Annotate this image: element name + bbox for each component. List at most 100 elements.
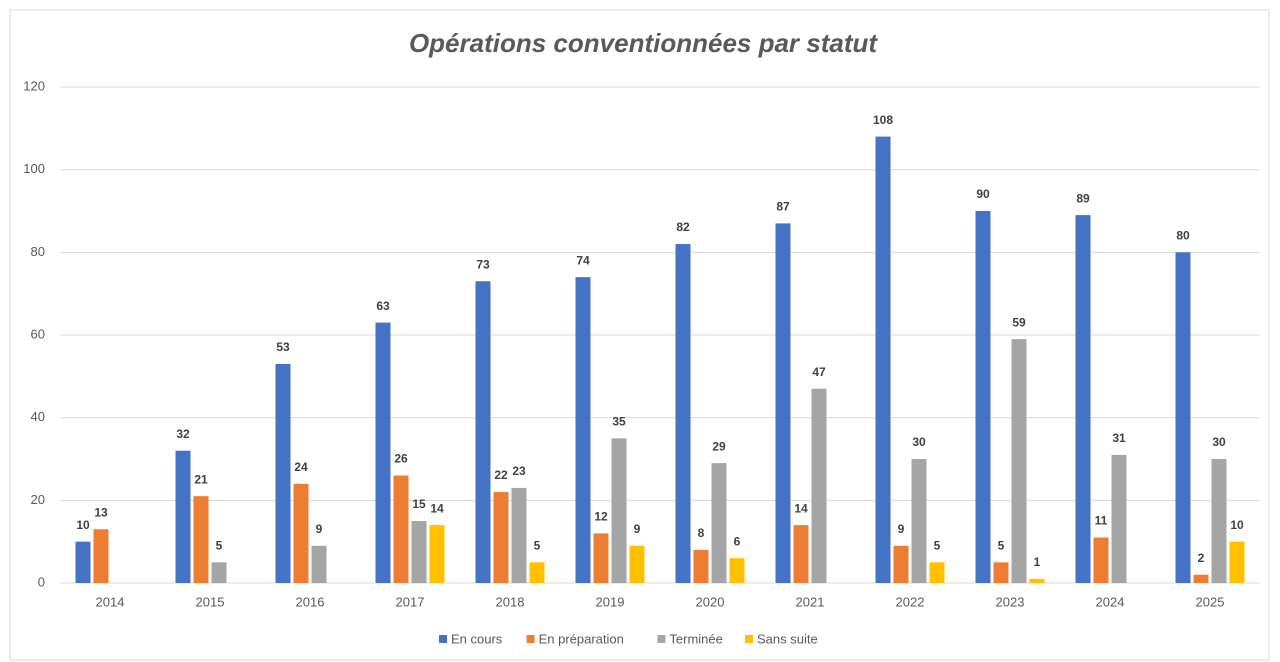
bar — [693, 549, 709, 583]
data-label: 26 — [394, 452, 408, 466]
data-label: 5 — [534, 539, 541, 553]
x-tick-label: 2024 — [1096, 594, 1125, 609]
legend-label: Sans suite — [757, 631, 818, 646]
bar — [175, 450, 191, 583]
bar — [593, 533, 609, 583]
x-tick-label: 2015 — [196, 594, 225, 609]
y-tick-label: 60 — [31, 326, 45, 341]
y-tick-label: 80 — [31, 244, 45, 259]
data-label: 23 — [512, 464, 526, 478]
data-label: 8 — [698, 526, 705, 540]
data-label: 5 — [934, 539, 941, 553]
bar — [1093, 537, 1109, 583]
bar — [875, 136, 891, 583]
data-label: 12 — [594, 510, 608, 524]
data-label: 47 — [812, 365, 826, 379]
data-label: 32 — [176, 427, 190, 441]
legend-swatch — [526, 635, 535, 643]
data-label: 15 — [412, 497, 426, 511]
bar — [475, 281, 491, 583]
bar — [375, 322, 391, 583]
bar — [493, 492, 509, 583]
data-label: 80 — [1176, 229, 1190, 243]
bar — [93, 529, 109, 583]
x-tick-label: 2025 — [1196, 594, 1225, 609]
bar — [1111, 454, 1127, 583]
y-tick-label: 0 — [38, 574, 45, 589]
data-label: 11 — [1095, 514, 1108, 528]
data-label: 14 — [430, 501, 444, 515]
data-label: 82 — [676, 220, 690, 234]
bar — [811, 388, 827, 583]
data-label: 108 — [873, 113, 893, 127]
data-label: 30 — [912, 435, 926, 449]
x-tick-label: 2018 — [496, 594, 525, 609]
data-label: 22 — [494, 468, 508, 482]
legend-label: En préparation — [539, 631, 624, 646]
bar — [893, 545, 909, 583]
y-tick-label: 120 — [23, 78, 45, 93]
data-label: 10 — [76, 518, 90, 532]
data-label: 5 — [998, 539, 1005, 553]
legend-label: Terminée — [669, 631, 722, 646]
data-label: 90 — [976, 187, 990, 201]
bar — [193, 496, 209, 583]
x-tick-label: 2019 — [596, 594, 625, 609]
bar — [1175, 252, 1191, 584]
x-tick-label: 2023 — [996, 594, 1025, 609]
data-label: 63 — [376, 299, 390, 313]
bar — [1229, 541, 1245, 583]
bar — [793, 525, 809, 583]
data-label: 59 — [1012, 315, 1026, 329]
bar — [911, 459, 927, 583]
x-tick-label: 2016 — [296, 594, 325, 609]
bar — [211, 562, 227, 583]
bar — [275, 363, 291, 583]
bar — [1211, 459, 1227, 583]
legend-swatch — [745, 635, 753, 643]
bar — [311, 545, 327, 583]
bar — [529, 562, 545, 583]
chart-title: Opérations conventionnées par statut — [409, 28, 878, 58]
legend-label: En cours — [451, 631, 503, 646]
data-label: 74 — [576, 253, 590, 267]
legend-swatch — [657, 635, 666, 643]
data-label: 89 — [1076, 191, 1090, 205]
bar — [775, 223, 791, 583]
x-tick-label: 2021 — [796, 594, 825, 609]
y-tick-label: 40 — [31, 409, 45, 424]
data-label: 31 — [1112, 431, 1126, 445]
data-label: 9 — [634, 522, 641, 536]
bar — [611, 438, 627, 583]
bar — [675, 244, 691, 584]
y-tick-label: 100 — [23, 161, 45, 176]
bar — [429, 525, 445, 583]
bar — [511, 487, 527, 583]
data-label: 73 — [476, 257, 490, 271]
data-label: 1 — [1034, 555, 1041, 569]
bar — [575, 277, 591, 583]
data-label: 10 — [1230, 518, 1244, 532]
legend-swatch — [439, 635, 447, 643]
bar — [629, 545, 645, 583]
x-tick-label: 2014 — [96, 594, 125, 609]
bar — [929, 562, 945, 583]
bar — [1193, 574, 1209, 583]
data-label: 9 — [316, 522, 323, 536]
data-label: 21 — [194, 472, 208, 486]
bar — [711, 463, 727, 583]
data-label: 35 — [612, 415, 626, 429]
y-tick-label: 20 — [31, 492, 45, 507]
bar — [293, 483, 309, 583]
bar — [1029, 578, 1045, 583]
bar — [1011, 339, 1027, 583]
data-label: 87 — [776, 200, 790, 214]
data-label: 53 — [276, 340, 290, 354]
data-label: 29 — [712, 439, 726, 453]
bar — [1075, 215, 1091, 583]
data-label: 13 — [94, 505, 108, 519]
bar — [411, 521, 427, 583]
x-tick-label: 2017 — [396, 594, 425, 609]
data-label: 14 — [794, 501, 808, 515]
